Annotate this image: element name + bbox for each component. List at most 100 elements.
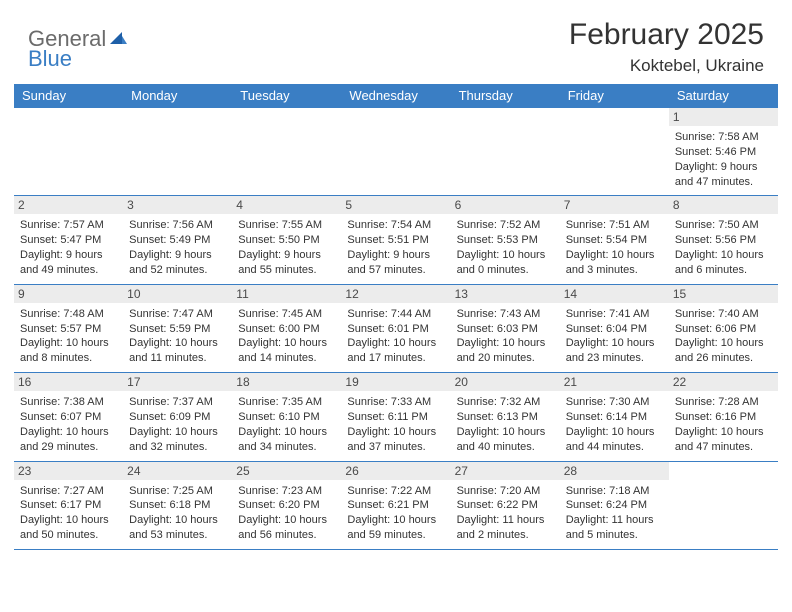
day-info: Sunrise: 7:50 AMSunset: 5:56 PMDaylight:… [673,218,774,277]
calendar-day-cell: 2Sunrise: 7:57 AMSunset: 5:47 PMDaylight… [14,196,123,283]
daylight-text: Daylight: 10 hours and 40 minutes. [457,425,554,455]
day-info: Sunrise: 7:33 AMSunset: 6:11 PMDaylight:… [345,395,446,454]
sunrise-text: Sunrise: 7:50 AM [675,218,772,233]
sunrise-text: Sunrise: 7:47 AM [129,307,226,322]
daylight-text: Daylight: 9 hours and 52 minutes. [129,248,226,278]
day-info: Sunrise: 7:56 AMSunset: 5:49 PMDaylight:… [127,218,228,277]
sunrise-text: Sunrise: 7:32 AM [457,395,554,410]
day-number: 13 [451,285,560,303]
sunrise-text: Sunrise: 7:41 AM [566,307,663,322]
calendar-day-cell: 17 Sunrise: 7:37 AMSunset: 6:09 PMDayligh… [123,373,232,460]
day-info: Sunrise: 7:35 AMSunset: 6:10 PMDaylight:… [236,395,337,454]
daylight-text: Daylight: 10 hours and 8 minutes. [20,336,117,366]
sunrise-text: Sunrise: 7:38 AM [20,395,117,410]
sunrise-text: Sunrise: 7:43 AM [457,307,554,322]
day-info: Sunrise: 7:44 AMSunset: 6:01 PMDaylight:… [345,307,446,366]
sunset-text: Sunset: 6:18 PM [129,498,226,513]
daylight-text: Daylight: 10 hours and 44 minutes. [566,425,663,455]
calendar-day-cell: 6Sunrise: 7:52 AMSunset: 5:53 PMDaylight… [451,196,560,283]
calendar: SundayMondayTuesdayWednesdayThursdayFrid… [0,84,792,550]
daylight-text: Daylight: 9 hours and 55 minutes. [238,248,335,278]
sunset-text: Sunset: 6:01 PM [347,322,444,337]
day-number: 10 [123,285,232,303]
calendar-header-cell: Monday [123,84,232,108]
day-number: 5 [341,196,450,214]
sunset-text: Sunset: 5:53 PM [457,233,554,248]
sunrise-text: Sunrise: 7:54 AM [347,218,444,233]
sunset-text: Sunset: 6:06 PM [675,322,772,337]
sunset-text: Sunset: 6:04 PM [566,322,663,337]
daylight-text: Daylight: 9 hours and 49 minutes. [20,248,117,278]
title-block: February 2025 Koktebel, Ukraine [569,18,764,76]
calendar-day-cell: 8Sunrise: 7:50 AMSunset: 5:56 PMDaylight… [669,196,778,283]
daylight-text: Daylight: 10 hours and 26 minutes. [675,336,772,366]
day-number: 20 [451,373,560,391]
sunrise-text: Sunrise: 7:37 AM [129,395,226,410]
day-number: 26 [341,462,450,480]
calendar-day-cell: 12Sunrise: 7:44 AMSunset: 6:01 PMDayligh… [341,285,450,372]
daylight-text: Daylight: 10 hours and 34 minutes. [238,425,335,455]
day-number: 15 [669,285,778,303]
day-info: Sunrise: 7:41 AMSunset: 6:04 PMDaylight:… [564,307,665,366]
calendar-header-cell: Saturday [669,84,778,108]
sunrise-text: Sunrise: 7:22 AM [347,484,444,499]
sunset-text: Sunset: 6:11 PM [347,410,444,425]
day-number: 7 [560,196,669,214]
calendar-day-cell: 27Sunrise: 7:20 AMSunset: 6:22 PMDayligh… [451,462,560,549]
day-info: Sunrise: 7:27 AMSunset: 6:17 PMDaylight:… [18,484,119,543]
sunrise-text: Sunrise: 7:57 AM [20,218,117,233]
calendar-day-cell: 23 Sunrise: 7:27 AMSunset: 6:17 PMDayligh… [14,462,123,549]
sunrise-text: Sunrise: 7:30 AM [566,395,663,410]
daylight-text: Daylight: 11 hours and 2 minutes. [457,513,554,543]
calendar-day-cell: 21Sunrise: 7:30 AMSunset: 6:14 PMDayligh… [560,373,669,460]
daylight-text: Daylight: 10 hours and 32 minutes. [129,425,226,455]
sunset-text: Sunset: 5:49 PM [129,233,226,248]
daylight-text: Daylight: 10 hours and 47 minutes. [675,425,772,455]
day-info: Sunrise: 7:58 AMSunset: 5:46 PMDaylight:… [673,130,774,189]
sunset-text: Sunset: 6:16 PM [675,410,772,425]
sunset-text: Sunset: 5:46 PM [675,145,772,160]
daylight-text: Daylight: 10 hours and 17 minutes. [347,336,444,366]
sunset-text: Sunset: 6:21 PM [347,498,444,513]
calendar-day-cell [669,462,778,549]
day-number: 28 [560,462,669,480]
day-info: Sunrise: 7:38 AMSunset: 6:07 PMDaylight:… [18,395,119,454]
sunrise-text: Sunrise: 7:18 AM [566,484,663,499]
calendar-day-cell: 14Sunrise: 7:41 AMSunset: 6:04 PMDayligh… [560,285,669,372]
sunset-text: Sunset: 6:07 PM [20,410,117,425]
sunset-text: Sunset: 6:09 PM [129,410,226,425]
calendar-day-cell: 28Sunrise: 7:18 AMSunset: 6:24 PMDayligh… [560,462,669,549]
sunset-text: Sunset: 5:50 PM [238,233,335,248]
day-number: 16 [14,373,123,391]
day-number: 22 [669,373,778,391]
calendar-header-cell: Tuesday [232,84,341,108]
calendar-day-cell [232,108,341,195]
day-info: Sunrise: 7:22 AMSunset: 6:21 PMDaylight:… [345,484,446,543]
sunrise-text: Sunrise: 7:51 AM [566,218,663,233]
calendar-day-cell [451,108,560,195]
sunrise-text: Sunrise: 7:55 AM [238,218,335,233]
day-number: 24 [123,462,232,480]
location: Koktebel, Ukraine [569,56,764,76]
sunrise-text: Sunrise: 7:58 AM [675,130,772,145]
day-info: Sunrise: 7:23 AMSunset: 6:20 PMDaylight:… [236,484,337,543]
daylight-text: Daylight: 10 hours and 11 minutes. [129,336,226,366]
daylight-text: Daylight: 9 hours and 47 minutes. [675,160,772,190]
day-number: 23 [14,462,123,480]
sunrise-text: Sunrise: 7:48 AM [20,307,117,322]
calendar-header-cell: Friday [560,84,669,108]
calendar-day-cell: 18 Sunrise: 7:35 AMSunset: 6:10 PMDayligh… [232,373,341,460]
sunset-text: Sunset: 5:56 PM [675,233,772,248]
calendar-day-cell [341,108,450,195]
day-number: 18 [232,373,341,391]
day-number: 17 [123,373,232,391]
calendar-day-cell: 4Sunrise: 7:55 AMSunset: 5:50 PMDaylight… [232,196,341,283]
calendar-day-cell: 10Sunrise: 7:47 AMSunset: 5:59 PMDayligh… [123,285,232,372]
day-info: Sunrise: 7:40 AMSunset: 6:06 PMDaylight:… [673,307,774,366]
day-number: 11 [232,285,341,303]
sunset-text: Sunset: 6:14 PM [566,410,663,425]
sunset-text: Sunset: 5:57 PM [20,322,117,337]
calendar-day-cell: 26 Sunrise: 7:22 AMSunset: 6:21 PMDayligh… [341,462,450,549]
sunrise-text: Sunrise: 7:40 AM [675,307,772,322]
calendar-day-cell: 5Sunrise: 7:54 AMSunset: 5:51 PMDaylight… [341,196,450,283]
